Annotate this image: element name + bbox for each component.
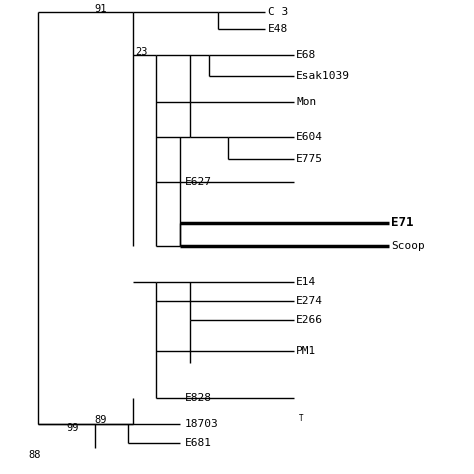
- Text: 91: 91: [95, 3, 107, 14]
- Text: Scoop: Scoop: [391, 241, 425, 252]
- Text: C 3: C 3: [268, 7, 288, 17]
- Text: Mon: Mon: [296, 97, 317, 107]
- Text: Esak1039: Esak1039: [296, 71, 350, 81]
- Text: 88: 88: [28, 450, 41, 460]
- Text: 18703: 18703: [185, 419, 219, 429]
- Text: T: T: [299, 414, 303, 423]
- Text: 99: 99: [66, 423, 79, 433]
- Text: E68: E68: [296, 49, 317, 60]
- Text: E274: E274: [296, 296, 323, 306]
- Text: E266: E266: [296, 315, 323, 325]
- Text: E604: E604: [296, 132, 323, 143]
- Text: E828: E828: [185, 393, 212, 403]
- Text: E627: E627: [185, 177, 212, 188]
- Text: E14: E14: [296, 277, 317, 287]
- Text: E775: E775: [296, 154, 323, 164]
- Text: E48: E48: [268, 24, 288, 35]
- Text: PM1: PM1: [296, 346, 317, 356]
- Text: 89: 89: [95, 415, 107, 426]
- Text: 23: 23: [135, 47, 147, 57]
- Text: E681: E681: [185, 438, 212, 448]
- Text: E71: E71: [391, 216, 413, 229]
